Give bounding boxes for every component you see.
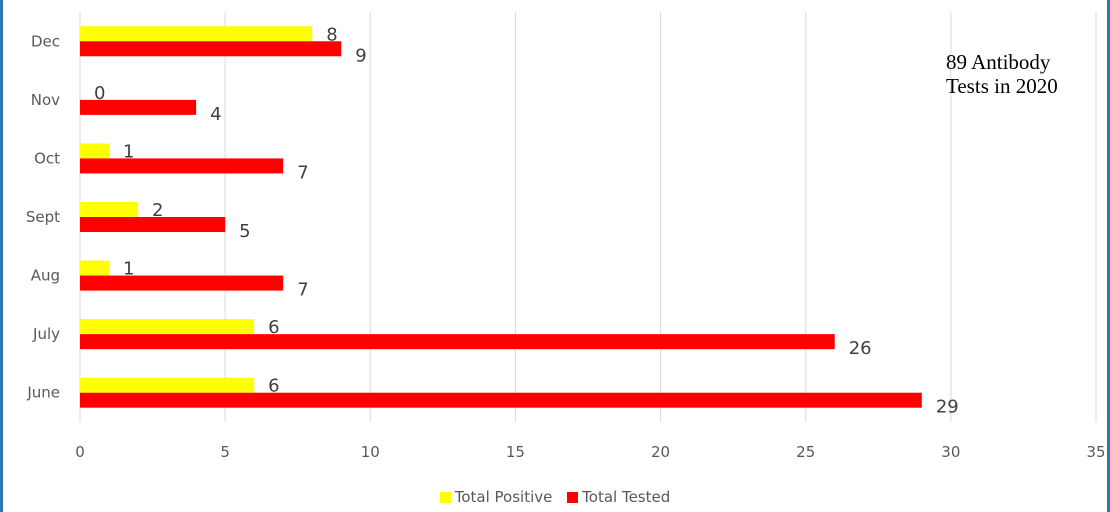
bar-total-positive-july <box>80 319 255 335</box>
data-label-total-positive-june: 6 <box>268 376 279 397</box>
chart-annotation: 89 Antibody Tests in 2020 <box>946 50 1058 98</box>
data-label-total-positive-dec: 8 <box>326 24 337 45</box>
bar-total-positive-june <box>80 377 255 393</box>
data-label-total-positive-aug: 1 <box>123 259 134 280</box>
data-label-total-positive-nov: 0 <box>94 83 105 104</box>
data-label-total-positive-july: 6 <box>268 317 279 338</box>
legend-label-total-tested: Total Tested <box>582 488 671 506</box>
category-label-nov: Nov <box>31 91 60 109</box>
data-label-total-tested-july: 26 <box>849 338 872 359</box>
bar-total-tested-nov <box>80 99 197 115</box>
data-label-total-tested-aug: 7 <box>297 280 308 301</box>
legend-item-total-positive: Total Positive <box>439 488 553 506</box>
data-label-total-tested-nov: 4 <box>210 104 221 125</box>
data-label-total-tested-oct: 7 <box>297 162 308 183</box>
category-label-sept: Sept <box>26 208 60 226</box>
bar-total-positive-aug <box>80 260 110 276</box>
category-label-june: June <box>26 384 60 402</box>
x-tick-label-15: 15 <box>506 443 525 461</box>
x-tick-label-0: 0 <box>75 443 85 461</box>
legend: Total Positive Total Tested <box>0 488 1110 506</box>
legend-swatch-total-positive <box>439 492 451 503</box>
data-label-total-tested-june: 29 <box>936 397 959 418</box>
bar-total-tested-oct <box>80 158 284 174</box>
left-border <box>0 0 3 512</box>
bar-total-tested-june <box>80 392 922 408</box>
x-tick-label-35: 35 <box>1086 443 1105 461</box>
data-label-total-tested-dec: 9 <box>355 45 366 66</box>
right-border <box>1107 0 1110 512</box>
legend-label-total-positive: Total Positive <box>454 488 553 506</box>
bar-total-positive-sept <box>80 202 139 217</box>
x-tick-label-5: 5 <box>220 443 230 461</box>
category-label-july: July <box>32 325 60 343</box>
bar-total-tested-aug <box>80 275 284 291</box>
bar-total-positive-oct <box>80 143 110 159</box>
bar-total-tested-dec <box>80 41 342 57</box>
x-tick-label-30: 30 <box>941 443 960 461</box>
legend-swatch-total-tested <box>567 492 579 503</box>
bar-total-tested-sept <box>80 217 226 232</box>
data-label-total-positive-oct: 1 <box>123 141 134 162</box>
bar-total-positive-dec <box>80 26 313 42</box>
legend-item-total-tested: Total Tested <box>567 488 670 506</box>
data-label-total-tested-sept: 5 <box>239 221 250 242</box>
x-tick-label-25: 25 <box>796 443 815 461</box>
category-label-dec: Dec <box>31 32 60 50</box>
category-label-oct: Oct <box>34 149 60 167</box>
x-tick-label-20: 20 <box>651 443 670 461</box>
x-tick-label-10: 10 <box>361 443 380 461</box>
category-label-aug: Aug <box>31 267 60 285</box>
bar-total-tested-july <box>80 334 835 350</box>
data-label-total-positive-sept: 2 <box>152 200 163 221</box>
